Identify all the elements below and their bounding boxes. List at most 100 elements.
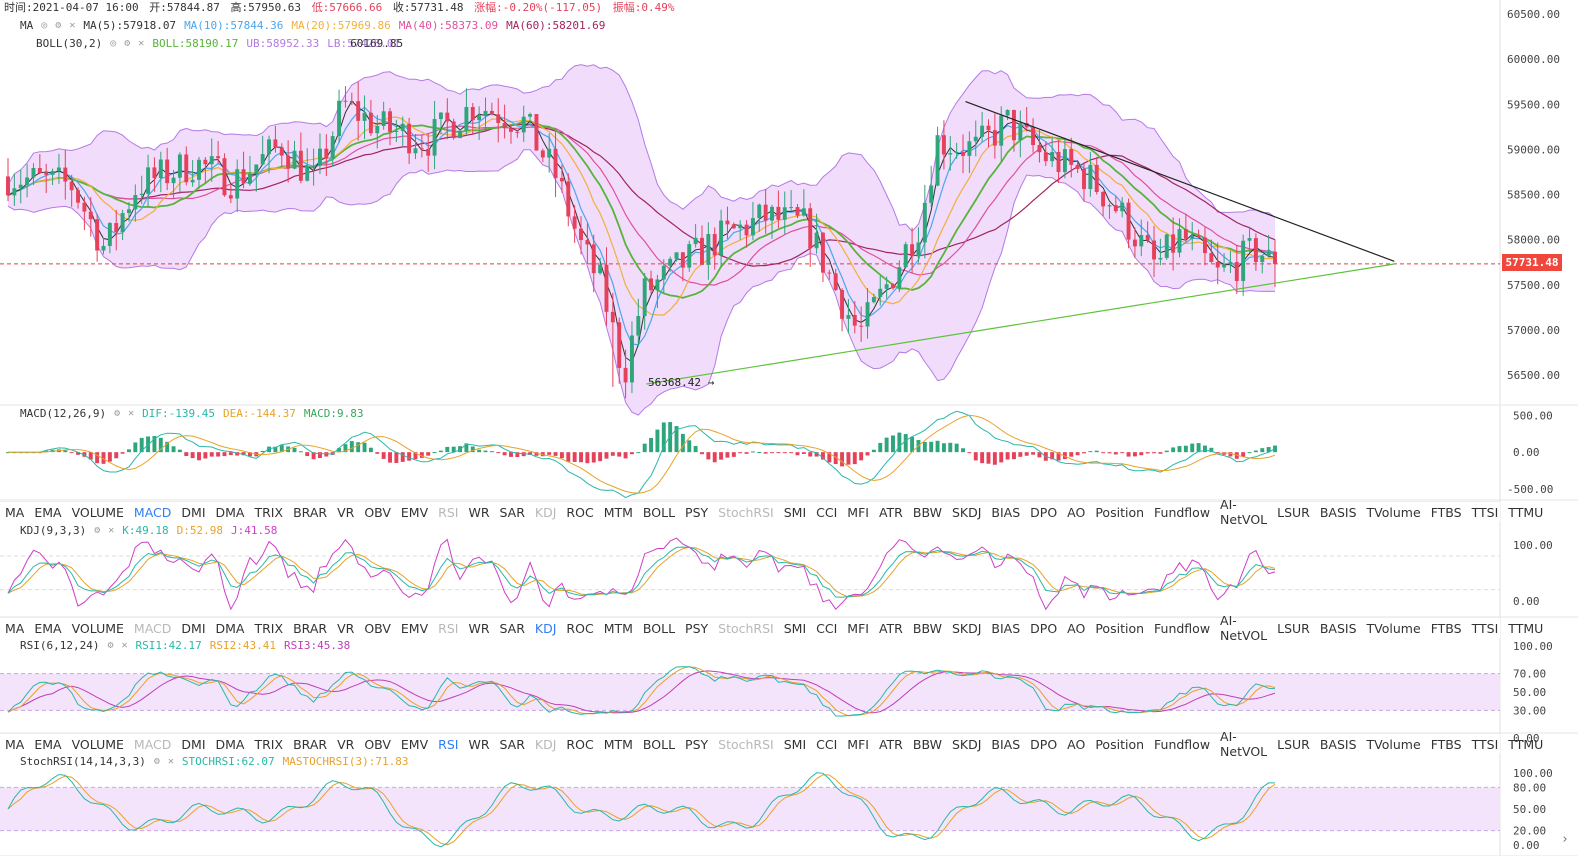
tab-ttsi[interactable]: TTSI xyxy=(1471,620,1499,636)
tab-obv[interactable]: OBV xyxy=(364,736,391,752)
tab-boll[interactable]: BOLL xyxy=(642,736,676,752)
tab-fundflow[interactable]: Fundflow xyxy=(1154,504,1211,520)
tab-position[interactable]: Position xyxy=(1095,504,1145,520)
tab-ma[interactable]: MA xyxy=(5,504,25,520)
tab-sar[interactable]: SAR xyxy=(499,504,525,520)
tab-wr[interactable]: WR xyxy=(468,620,490,636)
tab-rsi[interactable]: RSI xyxy=(438,736,459,752)
tab-ma[interactable]: MA xyxy=(5,736,25,752)
close-icon[interactable]: ✕ xyxy=(167,756,174,767)
tab-wr[interactable]: WR xyxy=(468,736,490,752)
tab-dmi[interactable]: DMI xyxy=(181,736,206,752)
chevron-right-icon[interactable]: › xyxy=(1561,832,1569,847)
tab-trix[interactable]: TRIX xyxy=(254,620,284,636)
tab-brar[interactable]: BRAR xyxy=(293,736,328,752)
tab-brar[interactable]: BRAR xyxy=(293,620,328,636)
tab-cci[interactable]: CCI xyxy=(816,504,838,520)
tab-ttsi[interactable]: TTSI xyxy=(1471,504,1499,520)
tab-sar[interactable]: SAR xyxy=(499,736,525,752)
tab-trix[interactable]: TRIX xyxy=(254,504,284,520)
tab-basis[interactable]: BASIS xyxy=(1319,504,1357,520)
tab-rsi[interactable]: RSI xyxy=(438,620,459,636)
tab-skdj[interactable]: SKDJ xyxy=(951,504,982,520)
tab-mtm[interactable]: MTM xyxy=(603,736,633,752)
tab-obv[interactable]: OBV xyxy=(364,620,391,636)
tab-roc[interactable]: ROC xyxy=(566,736,594,752)
tab-atr[interactable]: ATR xyxy=(878,620,903,636)
tab-sar[interactable]: SAR xyxy=(499,620,525,636)
tab-psy[interactable]: PSY xyxy=(685,504,709,520)
tab-roc[interactable]: ROC xyxy=(566,504,594,520)
tab-bias[interactable]: BIAS xyxy=(991,736,1021,752)
close-icon[interactable]: ✕ xyxy=(121,640,128,651)
tab-fundflow[interactable]: Fundflow xyxy=(1154,736,1211,752)
tab-stochrsi[interactable]: StochRSI xyxy=(718,620,774,636)
tab-volume[interactable]: VOLUME xyxy=(71,504,124,520)
tab-boll[interactable]: BOLL xyxy=(642,504,676,520)
tab-trix[interactable]: TRIX xyxy=(254,736,284,752)
tab-ttmu[interactable]: TTMU xyxy=(1508,736,1544,752)
tab-brar[interactable]: BRAR xyxy=(293,504,328,520)
tab-mtm[interactable]: MTM xyxy=(603,620,633,636)
tab-vr[interactable]: VR xyxy=(337,736,355,752)
tab-bbw[interactable]: BBW xyxy=(912,736,942,752)
gear-icon[interactable]: ⚙ xyxy=(153,756,160,767)
tab-ai-netvol[interactable]: AI-NetVOL xyxy=(1220,613,1268,643)
tab-kdj[interactable]: KDJ xyxy=(534,620,557,636)
tab-vr[interactable]: VR xyxy=(337,620,355,636)
tab-kdj[interactable]: KDJ xyxy=(534,736,557,752)
gear-icon[interactable]: ⚙ xyxy=(124,38,131,49)
tab-tvolume[interactable]: TVolume xyxy=(1366,736,1421,752)
gear-icon[interactable]: ⚙ xyxy=(55,20,62,31)
eye-icon[interactable]: ◎ xyxy=(110,38,117,49)
tab-position[interactable]: Position xyxy=(1095,620,1145,636)
tab-position[interactable]: Position xyxy=(1095,736,1145,752)
tab-boll[interactable]: BOLL xyxy=(642,620,676,636)
tab-ema[interactable]: EMA xyxy=(34,504,62,520)
tab-ma[interactable]: MA xyxy=(5,620,25,636)
close-icon[interactable]: ✕ xyxy=(69,20,76,31)
tab-basis[interactable]: BASIS xyxy=(1319,620,1357,636)
tab-dma[interactable]: DMA xyxy=(215,620,245,636)
tab-ao[interactable]: AO xyxy=(1067,620,1086,636)
tab-wr[interactable]: WR xyxy=(468,504,490,520)
tab-dmi[interactable]: DMI xyxy=(181,620,206,636)
tab-ftbs[interactable]: FTBS xyxy=(1430,736,1462,752)
gear-icon[interactable]: ⚙ xyxy=(107,640,114,651)
tab-emv[interactable]: EMV xyxy=(400,736,429,752)
tab-dpo[interactable]: DPO xyxy=(1030,736,1058,752)
tab-tvolume[interactable]: TVolume xyxy=(1366,504,1421,520)
tab-ai-netvol[interactable]: AI-NetVOL xyxy=(1220,729,1268,759)
tab-ttmu[interactable]: TTMU xyxy=(1508,504,1544,520)
tab-dma[interactable]: DMA xyxy=(215,736,245,752)
tab-tvolume[interactable]: TVolume xyxy=(1366,620,1421,636)
gear-icon[interactable]: ⚙ xyxy=(114,408,121,419)
close-icon[interactable]: ✕ xyxy=(128,408,135,419)
tab-smi[interactable]: SMI xyxy=(783,736,807,752)
tab-lsur[interactable]: LSUR xyxy=(1277,620,1310,636)
tab-stochrsi[interactable]: StochRSI xyxy=(718,504,774,520)
tab-bias[interactable]: BIAS xyxy=(991,504,1021,520)
tab-ao[interactable]: AO xyxy=(1067,504,1086,520)
tab-roc[interactable]: ROC xyxy=(566,620,594,636)
tab-basis[interactable]: BASIS xyxy=(1319,736,1357,752)
tab-volume[interactable]: VOLUME xyxy=(71,736,124,752)
tab-bbw[interactable]: BBW xyxy=(912,620,942,636)
tab-mtm[interactable]: MTM xyxy=(603,504,633,520)
tab-ttsi[interactable]: TTSI xyxy=(1471,736,1499,752)
tab-fundflow[interactable]: Fundflow xyxy=(1154,620,1211,636)
eye-icon[interactable]: ◎ xyxy=(41,20,48,31)
tab-emv[interactable]: EMV xyxy=(400,504,429,520)
tab-dpo[interactable]: DPO xyxy=(1030,504,1058,520)
close-icon[interactable]: ✕ xyxy=(108,525,115,536)
close-icon[interactable]: ✕ xyxy=(138,38,145,49)
tab-stochrsi[interactable]: StochRSI xyxy=(718,736,774,752)
tab-smi[interactable]: SMI xyxy=(783,620,807,636)
tab-ftbs[interactable]: FTBS xyxy=(1430,504,1462,520)
tab-skdj[interactable]: SKDJ xyxy=(951,620,982,636)
tab-ai-netvol[interactable]: AI-NetVOL xyxy=(1220,497,1268,527)
tab-macd[interactable]: MACD xyxy=(133,620,172,636)
tab-skdj[interactable]: SKDJ xyxy=(951,736,982,752)
tab-atr[interactable]: ATR xyxy=(878,736,903,752)
